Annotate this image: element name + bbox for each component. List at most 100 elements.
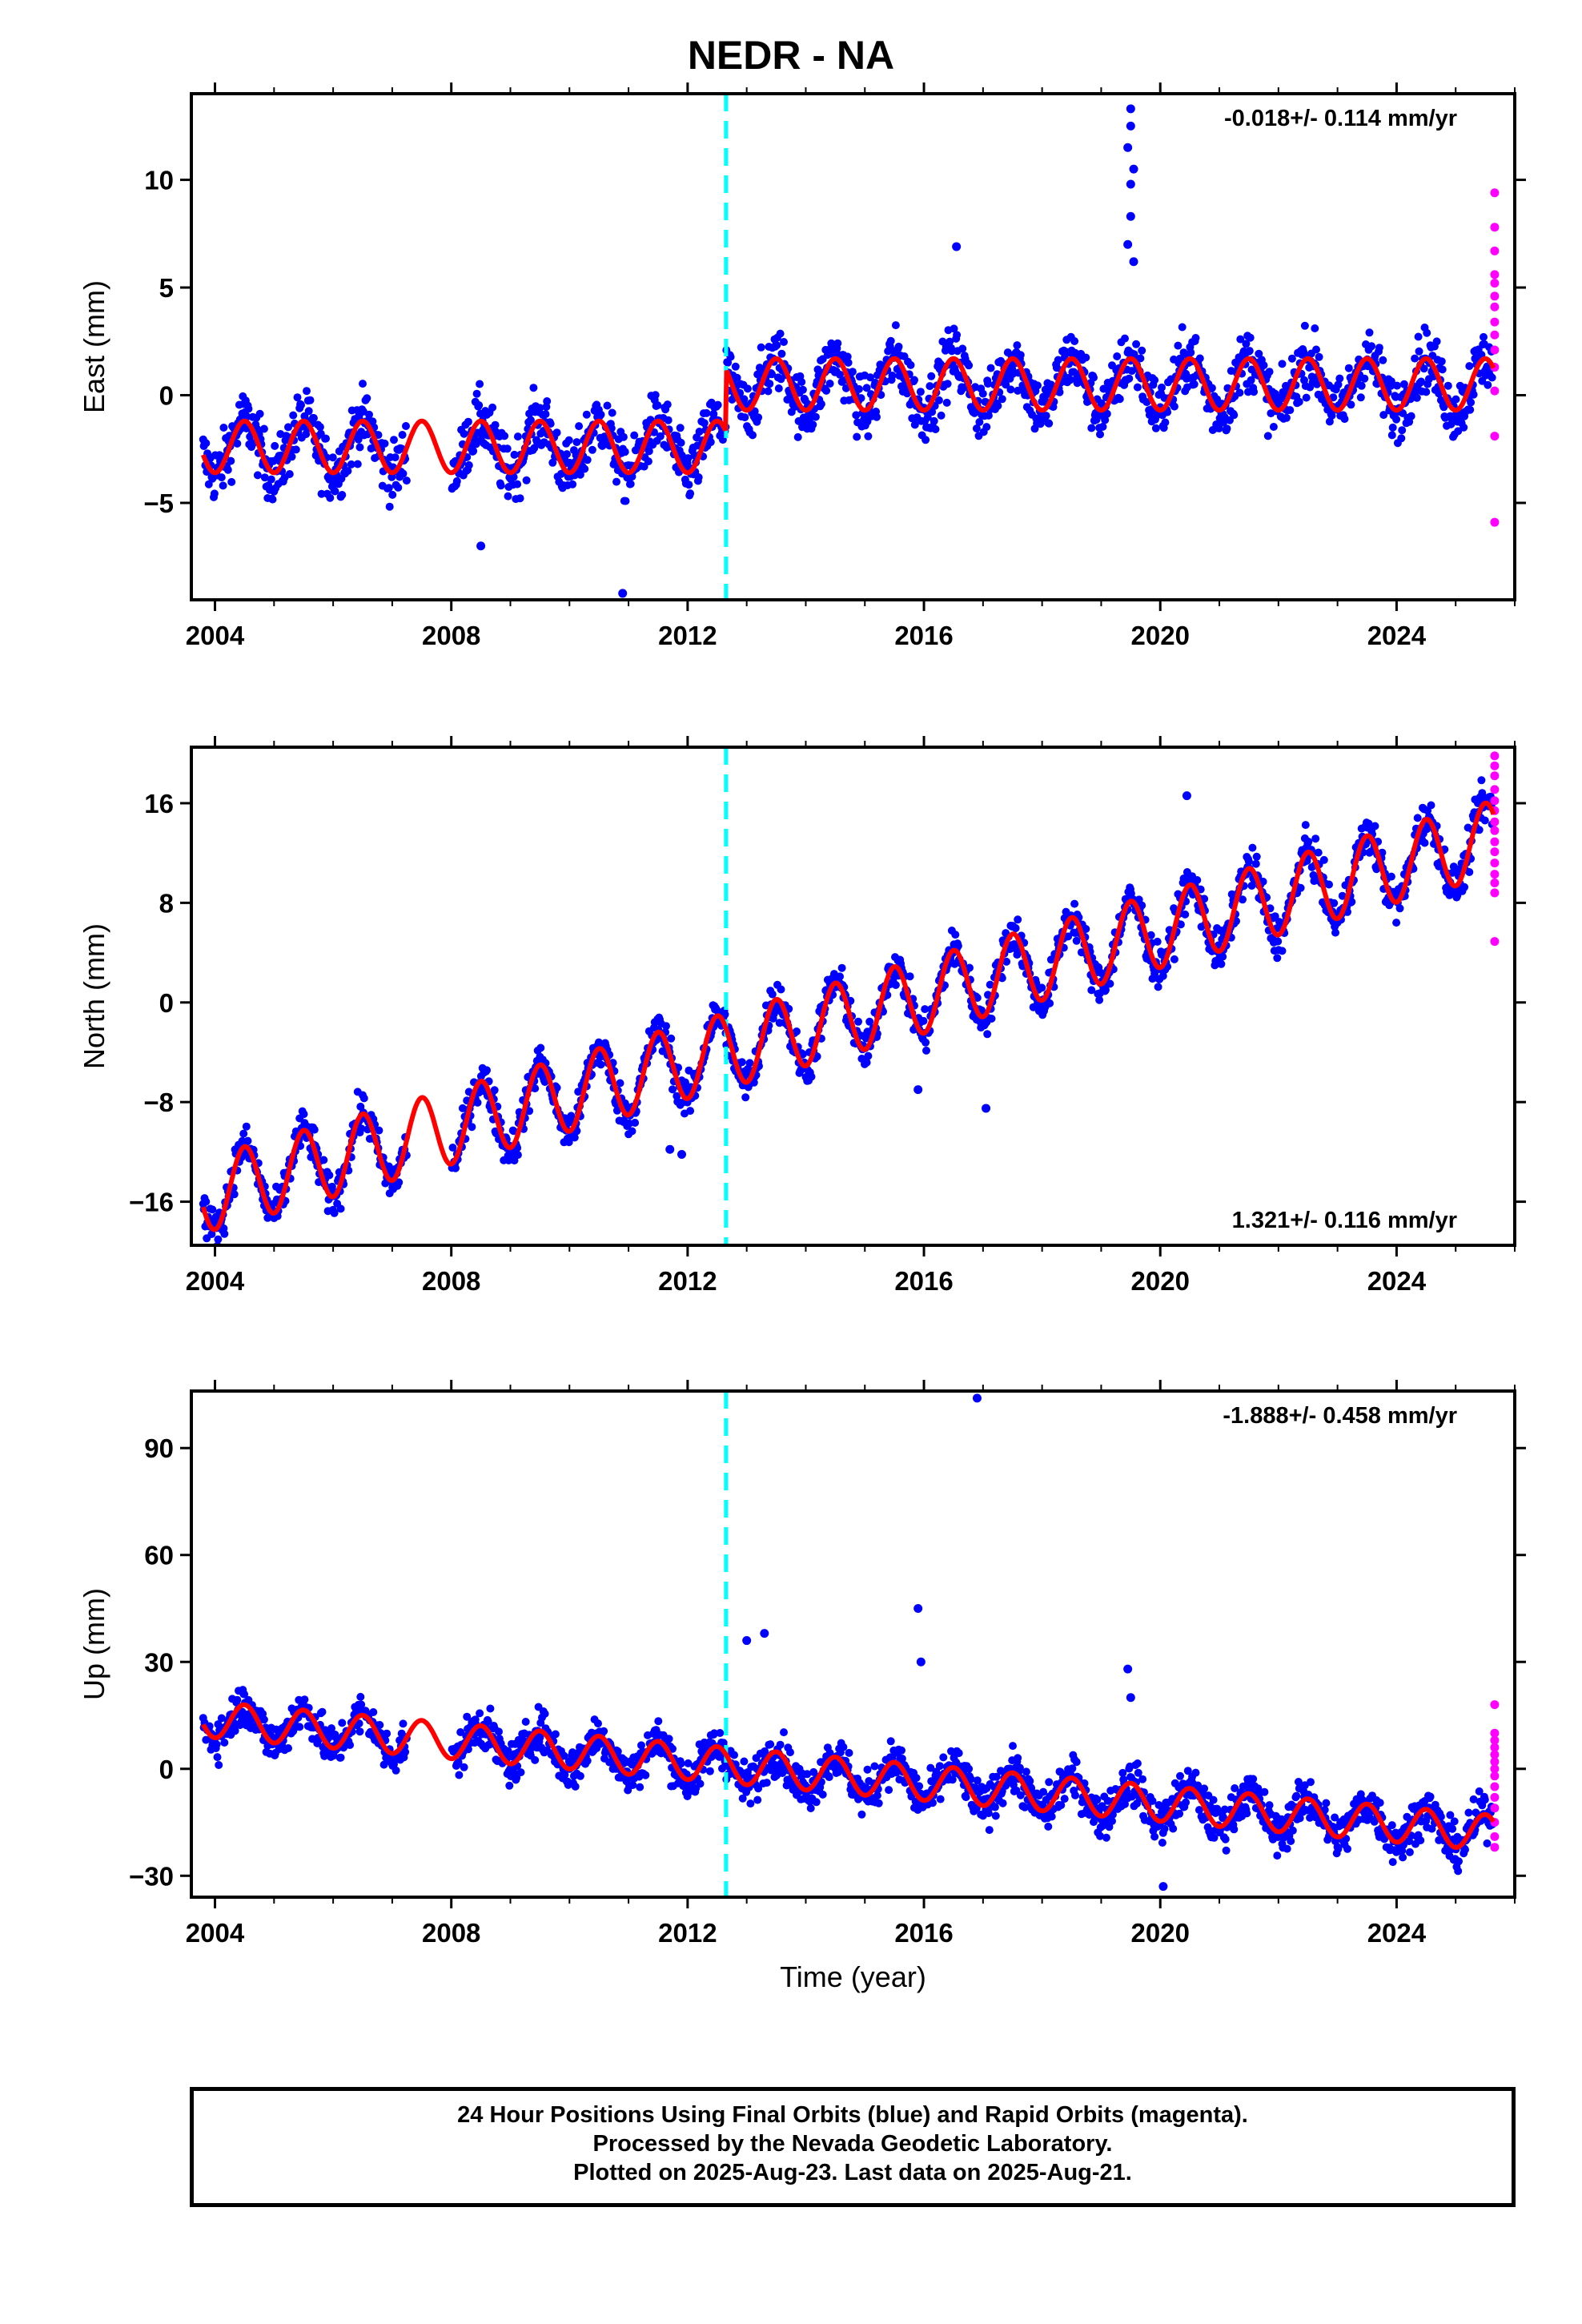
data-point (803, 1770, 812, 1779)
data-point (1138, 1775, 1147, 1783)
data-point (1009, 1742, 1017, 1751)
data-point (1319, 855, 1328, 864)
data-point (525, 1107, 534, 1116)
data-point (509, 1127, 518, 1136)
data-point (219, 424, 228, 432)
data-point (567, 1112, 576, 1120)
chart-title: NEDR - NA (687, 33, 895, 78)
data-point (705, 1767, 714, 1775)
data-point (1412, 393, 1421, 402)
data-point (227, 477, 236, 486)
data-point (1070, 899, 1079, 908)
data-point (529, 384, 538, 392)
data-point (1347, 898, 1356, 907)
data-point (526, 416, 535, 424)
data-point (490, 1086, 499, 1095)
data-point (790, 403, 799, 412)
data-point (777, 985, 785, 994)
data-point (737, 1058, 746, 1067)
data-point (1480, 816, 1489, 825)
data-point (1467, 398, 1476, 407)
data-point (239, 1129, 248, 1138)
data-point (1251, 859, 1260, 868)
data-point (1115, 395, 1124, 404)
data-point (1125, 374, 1134, 383)
data-point (1255, 349, 1263, 358)
data-point (776, 329, 785, 338)
data-point (695, 428, 704, 436)
data-point (1121, 1799, 1129, 1808)
data-point (612, 477, 620, 486)
data-point (202, 1197, 211, 1206)
data-point (1364, 819, 1373, 828)
data-point (530, 444, 539, 452)
data-point (1161, 418, 1170, 427)
data-point (1016, 351, 1025, 360)
outlier-point (665, 1144, 675, 1154)
data-point (568, 480, 577, 489)
data-point (1357, 381, 1366, 390)
data-point (504, 492, 512, 501)
data-point (982, 423, 991, 432)
y-tick-label: −5 (143, 489, 174, 518)
data-point (934, 396, 943, 404)
data-point (1287, 354, 1296, 363)
data-point (303, 387, 311, 396)
data-point (954, 1749, 963, 1758)
data-point (327, 1724, 335, 1733)
data-point (906, 360, 915, 369)
data-point (1271, 912, 1279, 921)
data-point (217, 1714, 226, 1723)
data-point (1113, 352, 1122, 360)
data-point (504, 1747, 512, 1755)
data-point (726, 352, 735, 361)
data-point (215, 1761, 223, 1769)
data-point (777, 349, 786, 358)
data-point (1330, 899, 1339, 907)
data-point (854, 384, 863, 393)
data-point (464, 417, 472, 426)
data-point (454, 1758, 463, 1767)
data-point (1006, 385, 1015, 394)
data-point (1016, 1791, 1025, 1799)
model-fit-line (200, 800, 1496, 1232)
data-point (817, 400, 825, 408)
data-point (1151, 424, 1160, 432)
data-point (1044, 1822, 1053, 1831)
data-point (244, 404, 253, 413)
data-point (1142, 398, 1151, 407)
data-point (965, 361, 974, 370)
data-point (355, 1719, 363, 1728)
data-point (616, 1079, 624, 1088)
data-point (864, 432, 873, 440)
data-point (910, 376, 918, 384)
data-point (741, 1093, 750, 1102)
data-point (560, 1751, 568, 1760)
data-point (355, 443, 364, 452)
data-point (513, 480, 522, 489)
data-point (1102, 986, 1110, 995)
data-point (888, 1754, 897, 1762)
data-point (1103, 1796, 1112, 1805)
data-point (1015, 1763, 1024, 1772)
data-point (936, 1795, 945, 1803)
data-point (713, 400, 722, 409)
data-point (513, 1151, 522, 1160)
data-point (921, 1038, 930, 1047)
data-point (700, 419, 709, 428)
data-point (1263, 432, 1272, 440)
data-point (891, 321, 900, 330)
data-point (343, 467, 352, 476)
data-point (1460, 883, 1469, 891)
y-tick-label: 10 (144, 166, 174, 195)
data-point (985, 1826, 994, 1835)
data-point (1200, 895, 1209, 903)
data-point (986, 364, 995, 372)
data-point (1407, 412, 1415, 420)
data-point (267, 475, 275, 484)
data-point (753, 1795, 762, 1804)
data-point (213, 1753, 222, 1762)
data-point (1314, 848, 1323, 857)
data-point (202, 439, 211, 448)
